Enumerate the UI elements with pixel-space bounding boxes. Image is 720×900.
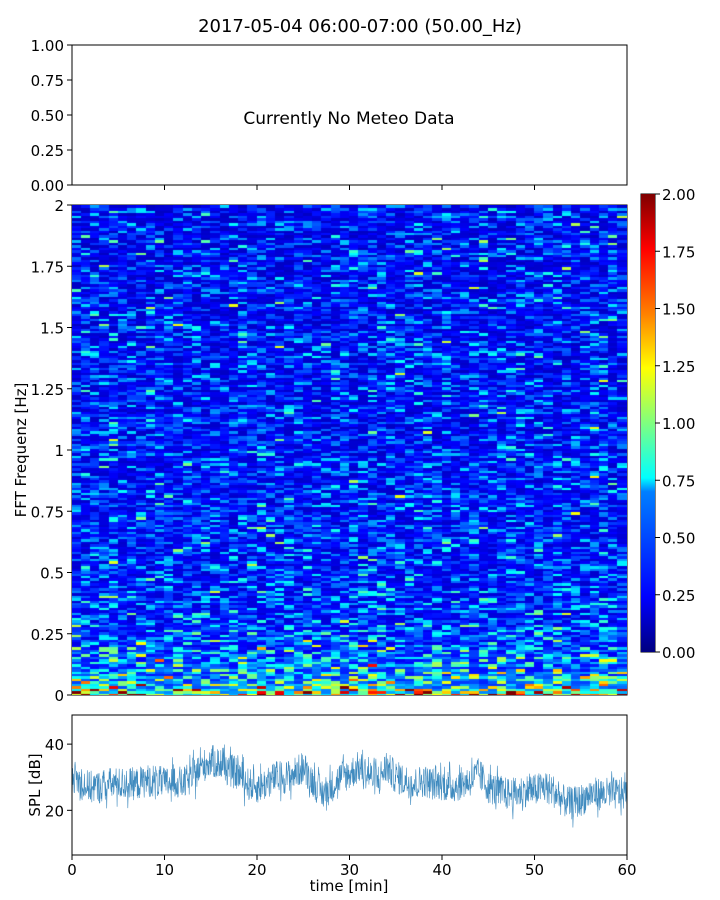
ytick-label: 1.25 [31, 381, 64, 399]
ytick-label: 0.25 [31, 626, 64, 644]
ytick-label: 0.25 [31, 142, 64, 160]
ytick-label: 1.00 [31, 37, 64, 55]
ytick-label: 0.00 [31, 177, 64, 195]
ytick-label: 40 [45, 736, 64, 754]
colorbar-tick-label: 2.00 [662, 186, 695, 204]
colorbar [641, 194, 655, 652]
colorbar-tick-label: 0.25 [662, 587, 695, 605]
ytick-label: 0.75 [31, 72, 64, 90]
xtick-label: 0 [67, 861, 77, 879]
colorbar-tick-label: 0.50 [662, 530, 695, 548]
colorbar-tick-label: 0.00 [662, 644, 695, 662]
spectrogram-heatmap [72, 205, 627, 695]
colorbar-tick-label: 1.75 [662, 243, 695, 261]
ytick-label: 1.75 [31, 258, 64, 276]
no-meteo-message: Currently No Meteo Data [243, 109, 454, 129]
colorbar-tick-label: 1.25 [662, 358, 695, 376]
figure-title: 2017-05-04 06:00-07:00 (50.00_Hz) [198, 16, 522, 37]
spectrogram-ylabel: FFT Frequenz [Hz] [12, 383, 30, 518]
ytick-label: 2 [54, 197, 64, 215]
ytick-label: 0.75 [31, 503, 64, 521]
xtick-label: 50 [525, 861, 544, 879]
ytick-label: 1.5 [40, 320, 64, 338]
colorbar-tick-label: 1.50 [662, 301, 695, 319]
spl-xlabel: time [min] [310, 877, 389, 895]
spl-ylabel: SPL [dB] [26, 753, 44, 816]
ytick-label: 0 [54, 687, 64, 705]
xtick-label: 30 [340, 861, 359, 879]
ytick-label: 0.5 [40, 565, 64, 583]
spl-series-line [72, 744, 627, 828]
ytick-label: 0.50 [31, 107, 64, 125]
ytick-label: 1 [54, 442, 64, 460]
xtick-label: 60 [617, 861, 636, 879]
xtick-label: 10 [155, 861, 174, 879]
xtick-label: 40 [432, 861, 451, 879]
colorbar-tick-label: 1.00 [662, 415, 695, 433]
ytick-label: 20 [45, 802, 64, 820]
xtick-label: 20 [247, 861, 266, 879]
colorbar-tick-label: 0.75 [662, 472, 695, 490]
